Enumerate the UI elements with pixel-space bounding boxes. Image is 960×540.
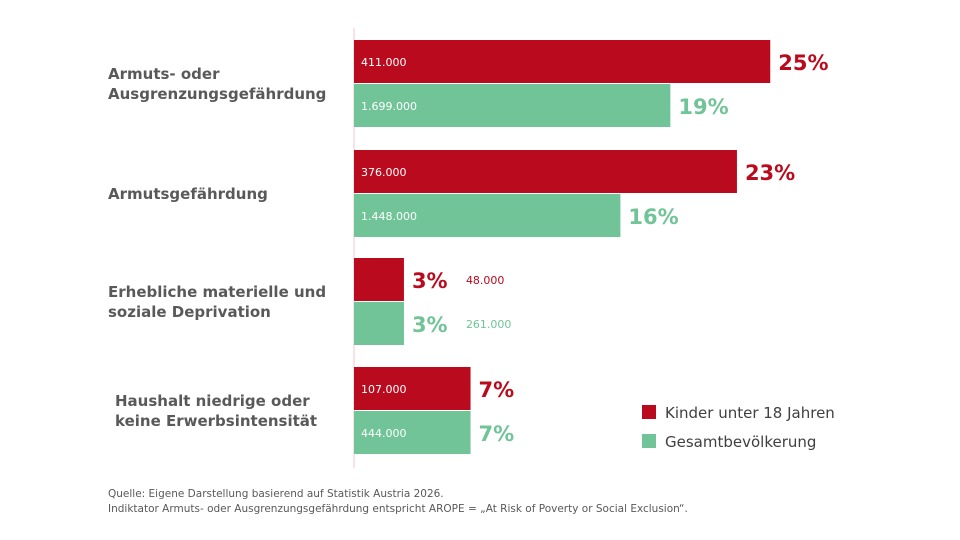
percent-label: 7%: [479, 422, 515, 446]
bar-kinder: [354, 258, 404, 301]
category-label: Armutsgefährdung: [108, 185, 268, 203]
count-label: 1.699.000: [361, 100, 417, 113]
count-label: 1.448.000: [361, 210, 417, 223]
count-label: 261.000: [466, 318, 512, 331]
category-label-line: Armutsgefährdung: [108, 185, 268, 203]
category-label-line: Erhebliche materielle und: [108, 283, 326, 301]
percent-label: 25%: [778, 51, 828, 75]
percent-label: 16%: [628, 205, 678, 229]
percent-label: 23%: [745, 161, 795, 185]
bar-kinder: [354, 150, 737, 193]
count-label: 48.000: [466, 274, 505, 287]
legend-swatch: [642, 434, 656, 448]
bar-gesamt: [354, 302, 404, 345]
percent-label: 3%: [412, 313, 448, 337]
bar-gesamt: [354, 194, 621, 237]
bar-kinder: [354, 40, 771, 83]
count-label: 411.000: [361, 56, 407, 69]
legend-label: Gesamtbevölkerung: [665, 433, 816, 451]
count-label: 107.000: [361, 383, 407, 396]
legend-label: Kinder unter 18 Jahren: [665, 404, 835, 422]
category-label: Armuts- oder Ausgrenzungsgefährdung: [108, 65, 326, 103]
category-label: Haushalt niedrige oder keine Erwerbsinten…: [115, 392, 317, 430]
bar-kinder: [354, 367, 471, 410]
category-label-line: keine Erwerbsintensität: [115, 412, 317, 430]
count-label: 376.000: [361, 166, 407, 179]
legend: Kinder unter 18 Jahren Gesamtbevölkerung: [642, 404, 835, 451]
category-label-line: Ausgrenzungsgefährdung: [108, 85, 326, 103]
legend-swatch: [642, 405, 656, 419]
source-note: Quelle: Eigene Darstellung basierend auf…: [108, 488, 444, 500]
percent-label: 19%: [678, 95, 728, 119]
bar-gesamt: [354, 411, 471, 454]
percent-label: 3%: [412, 269, 448, 293]
category-label-line: Haushalt niedrige oder: [115, 392, 310, 410]
category-label-line: soziale Deprivation: [108, 303, 271, 321]
bar-gesamt: [354, 84, 671, 127]
category-label: Erhebliche materielle und soziale Depriva…: [108, 283, 326, 321]
category-label-line: Armuts- oder: [108, 65, 220, 83]
bars-layer: Armuts- oder Ausgrenzungsgefährdung 25% 411…: [108, 40, 829, 454]
indicator-note: Indiktator Armuts- oder Ausgrenzungsgefä…: [108, 503, 688, 515]
percent-label: 7%: [479, 378, 515, 402]
count-label: 444.000: [361, 427, 407, 440]
